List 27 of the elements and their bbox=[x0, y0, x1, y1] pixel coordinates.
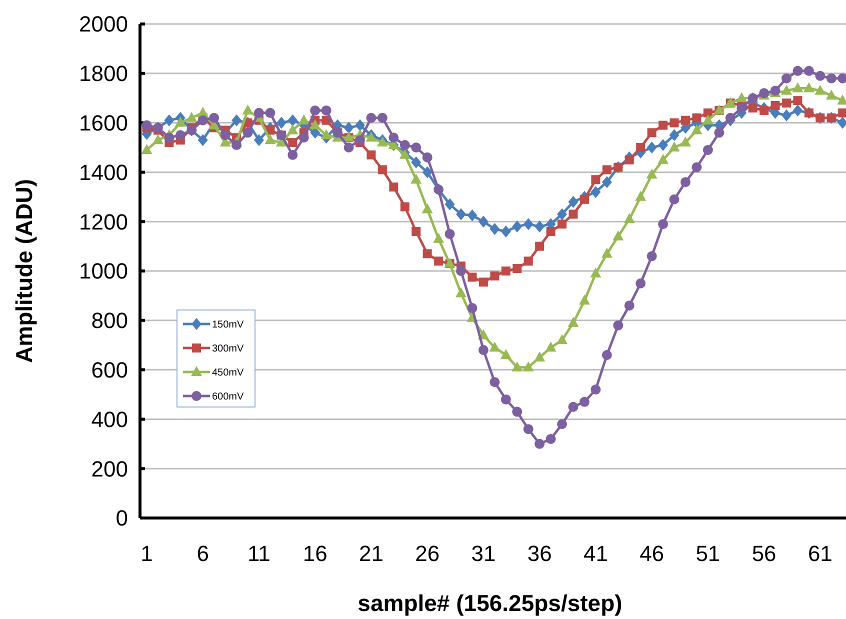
x-tick-label: 1 bbox=[140, 541, 153, 566]
x-tick-label: 41 bbox=[583, 541, 608, 566]
x-tick-label: 6 bbox=[196, 541, 209, 566]
x-axis-title: sample# (156.25ps/step) bbox=[358, 590, 622, 616]
x-tick-label: 46 bbox=[640, 541, 664, 566]
x-tick-label: 51 bbox=[696, 541, 720, 566]
y-tick-label: 1400 bbox=[79, 160, 128, 185]
y-tick-label: 600 bbox=[91, 358, 128, 382]
legend-label: 600mV bbox=[212, 392, 244, 402]
x-tick-label: 56 bbox=[752, 541, 776, 566]
x-tick-label: 61 bbox=[808, 541, 832, 566]
x-tick-label: 26 bbox=[415, 541, 440, 566]
y-tick-label: 1800 bbox=[79, 61, 128, 86]
y-tick-label: 1200 bbox=[79, 209, 128, 234]
y-tick-label: 2000 bbox=[79, 12, 128, 37]
y-axis-title: Amplitude (ADU) bbox=[11, 179, 37, 363]
y-tick-label: 1000 bbox=[79, 258, 128, 284]
y-tick-label: 1600 bbox=[79, 110, 128, 136]
x-tick-label: 36 bbox=[527, 541, 552, 566]
y-tick-label: 200 bbox=[91, 456, 128, 482]
x-tick-label: 16 bbox=[302, 541, 328, 566]
x-tick-label: 31 bbox=[471, 541, 496, 566]
x-tick-label: 11 bbox=[248, 541, 270, 566]
y-tick-label: 400 bbox=[91, 406, 128, 432]
y-tick-label: 800 bbox=[91, 308, 128, 334]
y-tick-label: 0 bbox=[116, 506, 128, 531]
x-tick-label: 21 bbox=[358, 541, 384, 566]
